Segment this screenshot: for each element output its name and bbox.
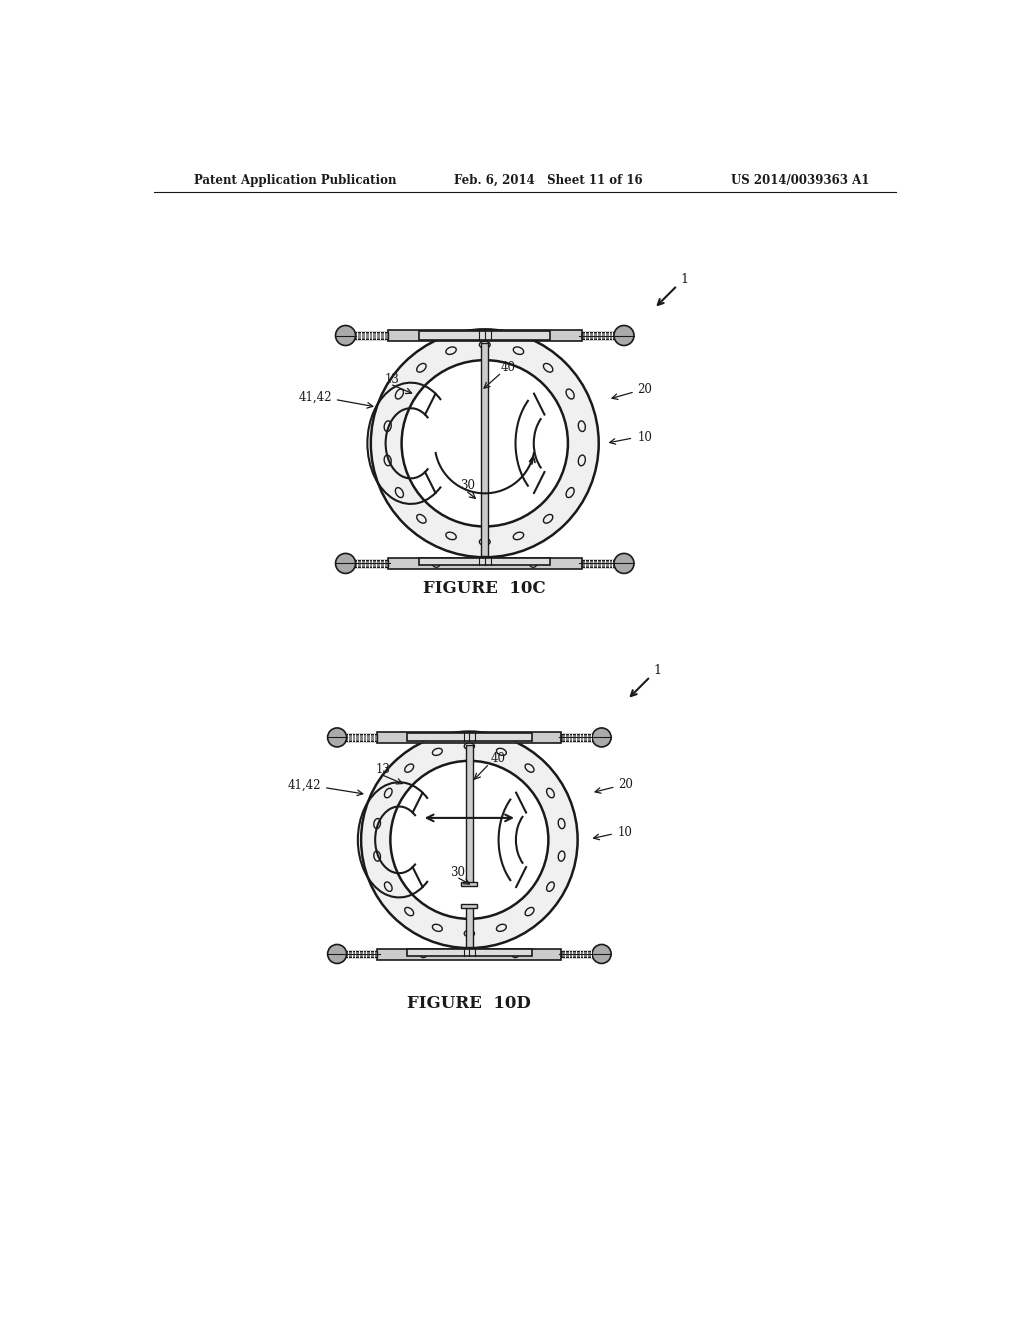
Circle shape [401, 360, 568, 527]
Bar [582, 333, 616, 339]
Circle shape [592, 944, 611, 964]
Text: FIGURE  10C: FIGURE 10C [424, 579, 546, 597]
Text: 30: 30 [460, 479, 475, 492]
Bar [344, 734, 377, 741]
Text: 40: 40 [500, 362, 515, 375]
Bar [353, 333, 388, 339]
Circle shape [529, 560, 537, 568]
Text: 1: 1 [680, 273, 688, 286]
Bar [419, 331, 550, 339]
Bar [466, 906, 473, 946]
Text: 40: 40 [490, 752, 506, 766]
Bar [582, 560, 616, 566]
Text: FIGURE  10D: FIGURE 10D [408, 995, 531, 1012]
Bar [462, 882, 477, 886]
Circle shape [614, 326, 634, 346]
Bar [419, 558, 550, 565]
Circle shape [390, 760, 549, 919]
Bar [353, 560, 388, 566]
Bar [408, 949, 531, 956]
Text: 1: 1 [653, 664, 662, 677]
Circle shape [328, 944, 346, 964]
Circle shape [420, 950, 427, 957]
Bar [561, 734, 594, 741]
Bar [481, 343, 488, 556]
Circle shape [432, 331, 440, 339]
Bar [344, 950, 377, 957]
Text: 41,42: 41,42 [299, 391, 333, 404]
Text: 20: 20 [637, 383, 652, 396]
Bar [377, 733, 561, 743]
Circle shape [592, 727, 611, 747]
Circle shape [336, 553, 355, 573]
Text: 13: 13 [376, 763, 390, 776]
Bar [466, 744, 473, 884]
Bar [561, 950, 594, 957]
Text: 30: 30 [451, 866, 465, 879]
Circle shape [512, 734, 519, 741]
Circle shape [529, 331, 537, 339]
Text: Feb. 6, 2014   Sheet 11 of 16: Feb. 6, 2014 Sheet 11 of 16 [454, 174, 643, 187]
Circle shape [614, 553, 634, 573]
Text: 13: 13 [385, 372, 399, 385]
Bar [388, 330, 582, 342]
Circle shape [361, 731, 578, 948]
Text: 10: 10 [617, 825, 633, 838]
Bar [377, 949, 561, 960]
Text: 41,42: 41,42 [288, 779, 322, 792]
Text: 20: 20 [617, 777, 633, 791]
Circle shape [420, 734, 427, 741]
Circle shape [432, 560, 440, 568]
Circle shape [336, 326, 355, 346]
Circle shape [512, 950, 519, 957]
Bar [462, 904, 477, 908]
Circle shape [328, 727, 346, 747]
Text: US 2014/0039363 A1: US 2014/0039363 A1 [731, 174, 869, 187]
Text: Patent Application Publication: Patent Application Publication [194, 174, 396, 187]
Circle shape [371, 330, 599, 557]
Text: 10: 10 [637, 430, 652, 444]
Bar [408, 734, 531, 742]
Bar [388, 558, 582, 569]
